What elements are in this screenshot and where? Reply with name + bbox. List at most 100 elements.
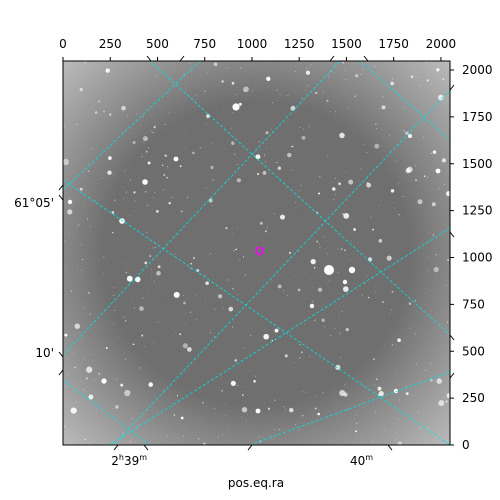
star [179,333,182,335]
star [151,130,153,132]
star [378,205,380,206]
star [76,265,78,266]
star [153,341,155,343]
star [390,81,395,86]
star [243,347,245,349]
star [134,200,136,202]
star [283,290,285,291]
star [124,170,126,172]
grid-line [249,371,450,445]
star [151,269,152,271]
star [154,191,156,193]
star [373,358,375,361]
star [307,85,309,87]
star [107,170,112,175]
bright-star [408,134,412,138]
star [234,359,238,362]
star [242,256,245,258]
star [209,252,211,254]
star [270,435,272,437]
star [89,226,91,228]
coordinate-grid [63,61,450,445]
star [355,415,357,416]
grid-edge-tick [146,55,152,62]
star [415,76,417,78]
star [330,71,332,73]
star [277,89,278,91]
star [291,169,293,171]
star [344,249,346,252]
star [304,392,306,394]
star [391,290,394,293]
star [433,266,439,273]
star [266,76,271,81]
star [124,320,127,322]
star [337,248,339,250]
star [231,141,235,145]
star [299,190,300,192]
star [125,271,127,274]
star [299,357,301,359]
star [394,207,396,209]
star [303,128,304,130]
star [207,72,208,74]
star [306,67,308,69]
star [299,127,301,128]
star [236,178,241,183]
star [98,100,100,103]
star [237,384,239,386]
star [82,258,84,260]
star [230,127,232,129]
star [195,294,197,296]
star [265,131,269,135]
star [168,112,170,114]
star [163,389,165,391]
star [360,168,362,170]
star [305,70,311,75]
star [428,269,430,271]
star [82,389,84,391]
star [314,395,316,397]
star [294,71,296,73]
star [136,426,138,428]
bright-star [309,303,315,309]
star [343,213,350,219]
star [446,321,448,323]
star [258,157,260,158]
star [364,143,365,145]
star [189,311,191,313]
star [304,324,306,326]
star [353,228,357,231]
star [205,124,207,125]
star [245,419,247,421]
star [122,317,124,318]
star [94,353,95,355]
star [392,78,393,80]
star [192,257,196,260]
star [372,441,374,443]
star [118,336,120,338]
star [232,233,234,235]
star [430,152,432,155]
star [156,270,161,276]
star [74,171,76,173]
grid-edge-tick [58,194,64,201]
star [173,414,176,416]
star [142,142,144,144]
star [297,251,299,253]
star [132,343,135,346]
star [314,320,316,321]
star [319,246,321,248]
star [259,221,263,225]
star [124,389,131,397]
star [226,67,228,68]
star [84,61,87,63]
star [386,255,392,261]
star [287,152,292,158]
star [374,384,375,386]
star [267,407,271,410]
grid-edge-tick [113,444,119,451]
star [109,113,112,116]
star [205,281,209,285]
star [287,95,289,97]
